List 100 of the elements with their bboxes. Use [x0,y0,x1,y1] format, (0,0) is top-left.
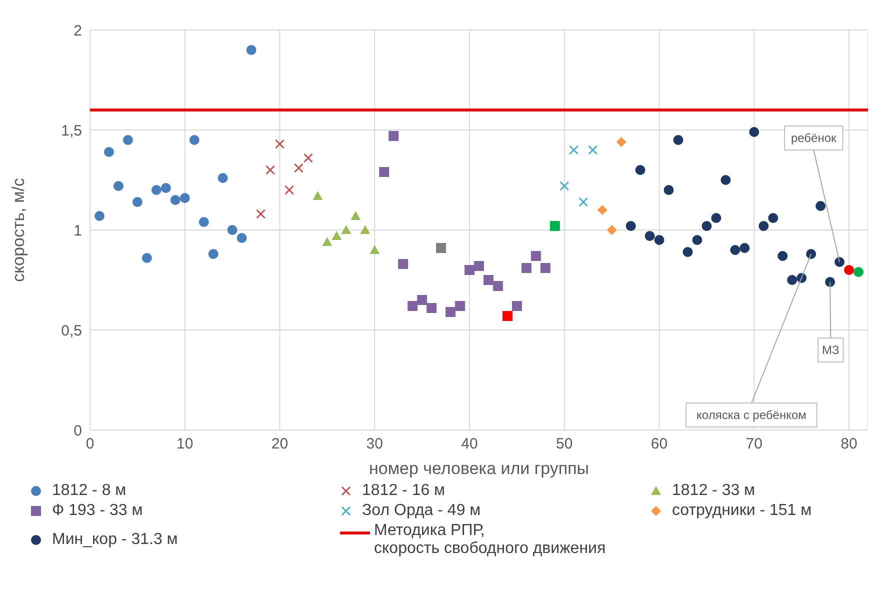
point [740,243,750,253]
x-tick-label: 30 [366,436,383,453]
x-tick-label: 20 [271,436,288,453]
point [227,225,238,235]
point [312,191,323,200]
point [825,277,836,287]
point [673,135,684,145]
point [408,301,418,311]
point [834,257,845,267]
x-tick-label: 10 [176,436,194,453]
x-tick-label: 40 [461,436,478,453]
point [198,217,209,227]
annotation: ребёнок [790,131,838,145]
point [816,201,826,211]
point [294,163,304,173]
point [626,221,636,231]
point [236,233,247,243]
point [530,251,541,261]
x-tick-label: 70 [746,436,762,453]
point [151,185,162,195]
point [521,263,532,273]
point [218,173,228,183]
point [730,245,740,255]
x-tick-label: 0 [86,436,94,453]
y-tick-label: 2 [74,22,82,40]
point [758,221,769,231]
point [692,235,702,245]
point [654,235,664,245]
point [446,307,456,317]
point [616,137,626,147]
point [388,131,399,141]
point [749,127,760,137]
point [464,265,475,275]
point [778,251,788,261]
x-axis-title: номер человека или группы [369,459,589,478]
point [455,301,466,311]
point [350,211,361,220]
legend-label: 1812 - 8 м [52,482,126,500]
y-tick-label: 0 [74,422,82,440]
point [502,311,512,321]
point [768,213,778,223]
point [170,195,180,205]
point [483,275,494,285]
point [426,303,437,313]
point [341,225,352,234]
point [104,147,114,157]
point [720,175,731,185]
point [322,237,332,246]
point [550,221,560,231]
x-tick-label: 50 [556,436,573,453]
point [246,45,256,55]
y-axis-title: скорость, м/с [9,178,28,282]
point [332,231,342,240]
point [635,165,646,175]
point [266,165,276,175]
point [806,249,816,259]
legend-label: 1812 - 16 м [362,482,446,500]
point [303,153,313,163]
point [208,249,218,259]
point [711,213,722,223]
point [113,181,124,191]
point [664,185,674,195]
point [360,225,370,234]
point [682,247,693,257]
annotation: МЗ [822,343,840,357]
point [474,261,484,271]
point [94,211,104,221]
point [578,197,588,207]
point [436,243,446,253]
point [588,145,598,155]
point [256,209,266,219]
y-tick-label: 0,5 [61,322,82,340]
legend-label: сотрудники - 151 м [672,502,812,520]
point [606,225,617,235]
point [275,139,285,149]
point [160,183,171,193]
point [702,221,712,231]
point [180,193,190,203]
y-tick-label: 1 [74,222,82,240]
point [597,205,608,215]
point [560,181,570,191]
point [370,245,380,254]
point [844,265,854,275]
point [189,135,200,145]
x-tick-label: 60 [650,436,668,453]
point [132,197,142,207]
point [492,281,503,291]
point [512,301,522,311]
legend-label: Мин_кор - 31.3 м [52,531,178,549]
point [417,295,428,305]
point [142,253,152,263]
legend-label: Ф 193 - 33 м [52,502,143,520]
point [379,167,390,177]
legend-label: Методика РПР, скорость свободного движения [374,522,606,558]
legend-label: Зол Орда - 49 м [362,502,481,520]
legend-label: 1812 - 33 м [672,482,756,500]
y-tick-label: 1,5 [61,122,82,140]
point [284,185,294,195]
point [540,263,550,273]
annotation: коляска с ребёнком [696,408,806,422]
